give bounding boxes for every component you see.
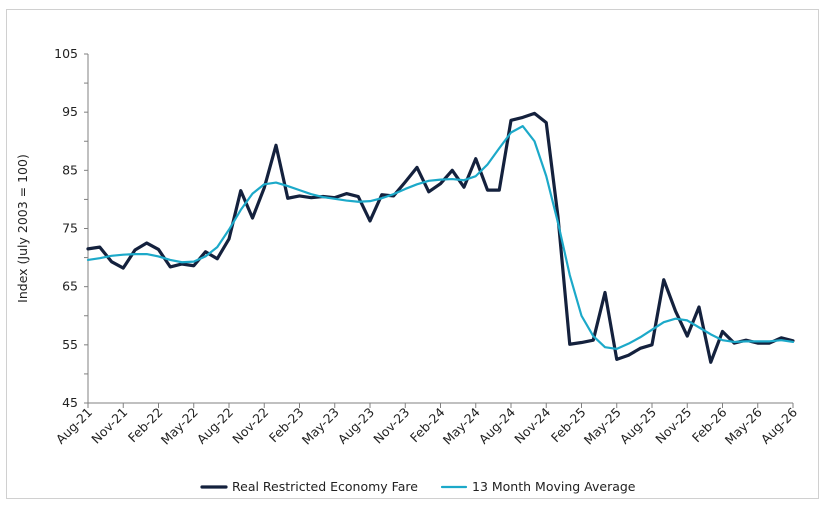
x-tick-label: Aug-26 — [758, 404, 800, 446]
legend: Real Restricted Economy Fare 13 Month Mov… — [200, 479, 636, 494]
series-layer — [86, 111, 795, 364]
x-tick-label: May-22 — [158, 405, 201, 448]
legend-item-moving-average: 13 Month Moving Average — [440, 479, 636, 494]
y-tick-label: 95 — [62, 104, 78, 119]
legend-item-real-fare: Real Restricted Economy Fare — [200, 479, 418, 494]
x-tick-label: Aug-23 — [335, 405, 377, 447]
x-tick-label: Nov-25 — [652, 405, 694, 447]
x-tick-label: Aug-21 — [53, 405, 95, 447]
legend-label: 13 Month Moving Average — [472, 479, 636, 494]
legend-label: Real Restricted Economy Fare — [232, 479, 418, 494]
y-axis-ticks: 45 55 65 75 85 95 105 — [54, 46, 88, 410]
x-tick-label: May-23 — [299, 405, 342, 448]
x-tick-label: Nov-22 — [229, 405, 271, 447]
x-tick-label: Nov-24 — [511, 404, 553, 446]
y-tick-label: 45 — [62, 395, 78, 410]
series-line-moving-average — [86, 125, 795, 351]
y-tick-label: 85 — [62, 162, 78, 177]
y-tick-label: 55 — [62, 337, 78, 352]
x-tick-label: Nov-23 — [370, 405, 412, 447]
x-tick-label: Aug-22 — [194, 405, 236, 447]
x-axis-ticks: Aug-21Nov-21Feb-22May-22Aug-22Nov-22Feb-… — [53, 403, 800, 448]
x-tick-label: Aug-25 — [617, 405, 659, 447]
y-tick-label: 65 — [62, 279, 78, 294]
x-tick-label: May-25 — [581, 405, 624, 448]
x-tick-label: May-26 — [722, 404, 765, 447]
axes — [87, 54, 793, 404]
x-tick-label: May-24 — [440, 404, 483, 447]
x-tick-label: Aug-24 — [476, 404, 518, 446]
series-line-real-fare — [86, 111, 795, 364]
y-tick-label: 105 — [54, 46, 78, 61]
y-tick-label: 75 — [62, 221, 78, 236]
y-axis-title: Index (July 2003 = 100) — [15, 154, 30, 303]
x-tick-label: Nov-21 — [88, 405, 130, 447]
